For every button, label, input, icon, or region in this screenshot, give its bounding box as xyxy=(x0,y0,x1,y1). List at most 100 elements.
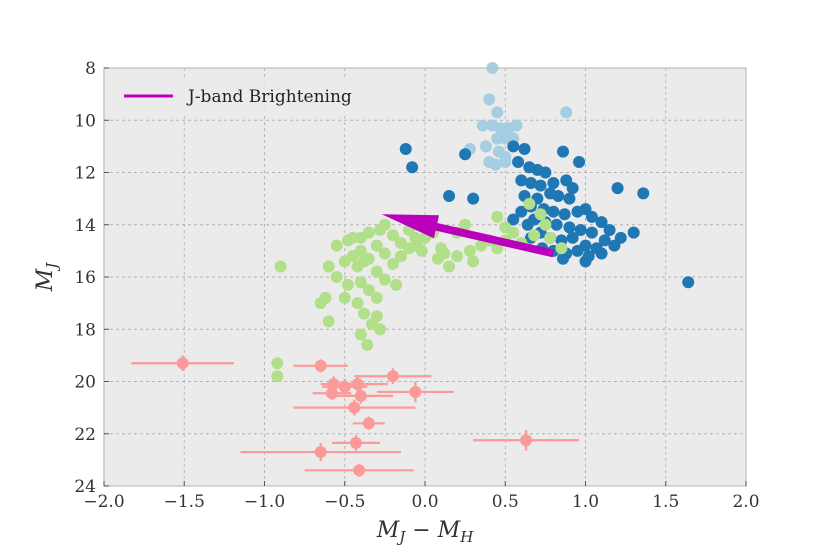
j-band-brightening-arrow xyxy=(381,214,555,258)
data-point xyxy=(346,231,359,244)
data-point xyxy=(354,389,367,402)
data-point xyxy=(534,179,547,192)
data-point xyxy=(271,357,284,370)
data-point xyxy=(489,158,502,171)
data-point xyxy=(579,255,592,268)
data-point xyxy=(507,213,520,226)
data-point xyxy=(348,401,361,414)
x-tick-label: −2.0 xyxy=(83,492,124,512)
data-point xyxy=(476,119,489,132)
data-point xyxy=(319,291,332,304)
data-point xyxy=(499,221,512,234)
y-tick-label: 8 xyxy=(85,59,96,79)
data-point xyxy=(390,278,403,291)
data-point xyxy=(415,244,428,257)
data-point xyxy=(528,229,541,242)
data-point xyxy=(409,385,422,398)
data-point xyxy=(467,192,480,205)
data-point xyxy=(386,370,399,383)
data-point xyxy=(585,210,598,223)
data-point xyxy=(598,234,611,247)
data-point xyxy=(627,226,640,239)
data-point xyxy=(558,208,571,221)
data-point xyxy=(611,182,624,195)
data-point xyxy=(459,148,472,161)
data-point xyxy=(351,378,364,391)
data-point xyxy=(573,156,586,169)
data-point xyxy=(483,93,496,106)
data-point xyxy=(523,197,536,210)
ticks: −2.0 −1.5 −1.0 −0.5 0.0 0.5 1.0 1.5 2.0 8 10 12 14 16… xyxy=(74,59,759,512)
data-point xyxy=(539,218,552,231)
data-point xyxy=(595,216,608,229)
data-point xyxy=(595,247,608,260)
x-tick-label: 0.5 xyxy=(492,492,519,512)
data-point xyxy=(467,255,480,268)
data-point xyxy=(399,142,412,155)
data-point xyxy=(443,190,456,203)
y-tick-label: 24 xyxy=(74,477,96,497)
data-point xyxy=(544,231,557,244)
series-0 xyxy=(463,62,573,171)
data-point xyxy=(510,119,523,132)
data-point xyxy=(353,464,366,477)
data-point xyxy=(566,182,579,195)
data-point xyxy=(547,205,560,218)
x-tick-label: 1.0 xyxy=(572,492,599,512)
data-point xyxy=(358,255,371,268)
series-3 xyxy=(131,355,580,477)
data-point xyxy=(463,244,476,257)
arrow-layer xyxy=(381,214,555,258)
x-label-main: M xyxy=(376,518,400,543)
data-point xyxy=(555,242,568,255)
data-point xyxy=(406,161,419,174)
y-tick-label: 10 xyxy=(74,111,96,131)
data-point xyxy=(491,106,504,119)
data-point xyxy=(358,307,371,320)
data-point xyxy=(547,176,560,189)
data-point xyxy=(386,229,399,242)
data-point xyxy=(370,239,383,252)
data-point xyxy=(370,265,383,278)
data-point xyxy=(550,218,563,231)
data-point xyxy=(608,239,621,252)
data-point xyxy=(361,338,374,351)
data-point xyxy=(325,387,338,400)
legend-label: J-band Brightening xyxy=(186,87,352,107)
data-point xyxy=(362,284,375,297)
y-tick-label: 14 xyxy=(74,216,96,236)
y-label-main: M xyxy=(33,268,58,292)
data-point xyxy=(566,231,579,244)
y-tick-label: 22 xyxy=(74,425,96,445)
data-point xyxy=(603,223,616,236)
data-point xyxy=(378,218,391,231)
data-point xyxy=(563,221,576,234)
data-point xyxy=(378,273,391,286)
data-point xyxy=(637,187,650,200)
data-point xyxy=(431,252,444,265)
data-point xyxy=(330,239,343,252)
x-tick-label: 1.5 xyxy=(652,492,679,512)
y-label-sub: J xyxy=(43,262,61,272)
data-point xyxy=(515,205,528,218)
data-point xyxy=(451,250,464,263)
data-point xyxy=(521,218,534,231)
x-tick-label: −0.5 xyxy=(324,492,365,512)
data-point xyxy=(378,247,391,260)
data-point xyxy=(394,250,407,263)
series-1 xyxy=(399,140,695,289)
x-label-sub1: J xyxy=(396,528,406,546)
data-point xyxy=(271,370,284,383)
data-point xyxy=(322,315,335,328)
data-point xyxy=(362,226,375,239)
x-tick-label: 0.0 xyxy=(411,492,438,512)
data-point xyxy=(574,223,587,236)
x-label-minus: − M xyxy=(405,518,460,543)
data-point xyxy=(560,106,573,119)
y-tick-label: 16 xyxy=(74,268,96,288)
data-point xyxy=(534,208,547,221)
data-point xyxy=(585,226,598,239)
data-point xyxy=(443,260,456,273)
x-tick-label: 2.0 xyxy=(732,492,759,512)
